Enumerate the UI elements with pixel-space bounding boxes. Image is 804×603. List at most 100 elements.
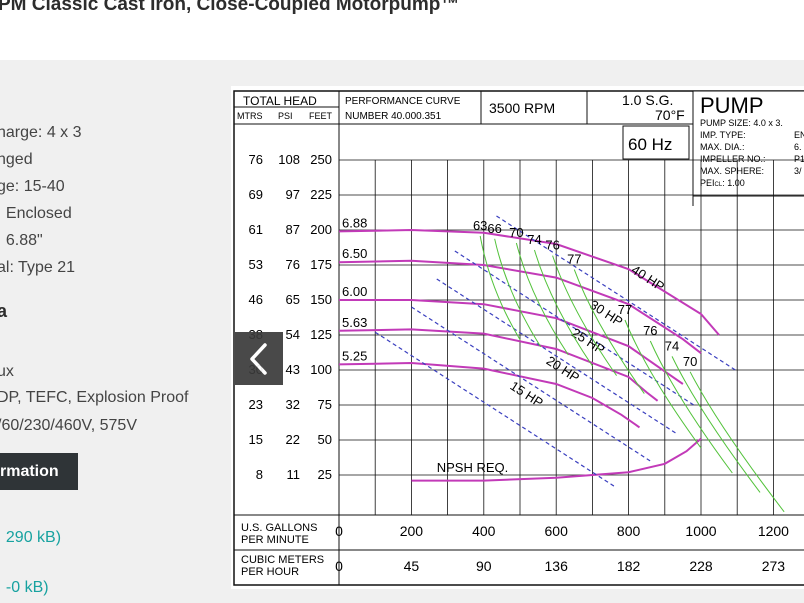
y-tick-psi: 32 — [286, 397, 300, 412]
efficiency-label: 77 — [618, 302, 632, 317]
x-tick-m3h: 90 — [476, 558, 492, 574]
product-title: PM Classic Cast Iron, Close-Coupled Moto… — [0, 0, 460, 15]
pump-label: PUMP — [700, 93, 764, 118]
x-tick-gpm: 400 — [472, 523, 496, 539]
spec-discharge: harge: 4 x 3 — [0, 124, 82, 141]
y-tick-mtrs: 8 — [256, 467, 263, 482]
hp-line — [411, 306, 651, 462]
y-tick-feet: 25 — [318, 467, 332, 482]
impeller-diameter-label: 6.50 — [342, 246, 367, 261]
x-label-m3h-2: PER HOUR — [241, 566, 299, 578]
download-link-2[interactable]: , -0 kB) — [0, 579, 49, 596]
y-tick-feet: 50 — [318, 432, 332, 447]
chart-labels: 63 66 70 74 76 77 77 76 74 70 — [473, 218, 697, 369]
hp-line — [436, 278, 676, 434]
spec-hp-range: ge: 15-40 — [0, 178, 65, 195]
performance-curve-label: PERFORMANCE CURVE — [345, 96, 461, 107]
y-tick-mtrs: 61 — [249, 222, 263, 237]
motor-line-1: ux — [0, 363, 14, 380]
y-tick-psi: 108 — [278, 152, 300, 167]
pei-text: PEI — [700, 178, 715, 188]
x-label-gpm-1: U.S. GALLONS — [241, 522, 317, 534]
total-head-label: TOTAL HEAD — [243, 94, 317, 108]
x-tick-m3h: 136 — [545, 558, 569, 574]
impeller-no-label: IMPELLER NO.: — [700, 154, 766, 164]
y-tick-psi: 65 — [286, 292, 300, 307]
max-sphere-label: MAX. SPHERE: — [700, 166, 764, 176]
x-axis-ticks: 0 0 200 45 400 90 600 136 800 182 1000 228 1200 273 — [335, 523, 789, 574]
spec-seal: al: Type 21 — [0, 259, 75, 276]
spec-diameter: : 6.88" — [0, 232, 43, 249]
impeller-diameter-label: 5.63 — [342, 315, 367, 330]
download-link-1[interactable]: , 290 kB) — [0, 529, 62, 546]
max-sphere-value: 3/ — [794, 166, 802, 176]
temperature-label: 70°F — [655, 107, 685, 123]
x-label-m3h-1: CUBIC METERS — [241, 554, 324, 566]
hp-line — [454, 250, 695, 406]
y-tick-feet: 75 — [318, 397, 332, 412]
psi-label: PSI — [278, 111, 293, 121]
x-tick-gpm: 1200 — [758, 523, 789, 539]
impeller-diameter-label: 6.88 — [342, 215, 367, 230]
efficiency-label: 66 — [487, 221, 501, 236]
hp-line — [374, 331, 615, 487]
y-axis-ticks: 250 108 76 225 97 69 200 87 61 175 76 53 150 65 46 125 5… — [249, 152, 332, 482]
x-tick-m3h: 273 — [762, 558, 786, 574]
impeller-diameter-label: 6.00 — [342, 284, 367, 299]
feet-label: FEET — [309, 111, 333, 121]
efficiency-curve — [624, 319, 702, 449]
hz-box — [622, 125, 690, 160]
performance-curve-image: TOTAL HEAD MTRS PSI FEET PERFORMANCE CUR… — [231, 86, 804, 589]
efficiency-curve — [479, 235, 521, 341]
y-tick-mtrs: 23 — [249, 397, 263, 412]
sg-label: 1.0 S.G. — [622, 92, 673, 108]
y-tick-psi: 22 — [286, 432, 300, 447]
x-tick-gpm: 0 — [335, 523, 343, 539]
y-tick-psi: 97 — [286, 187, 300, 202]
y-tick-mtrs: 69 — [249, 187, 263, 202]
x-tick-gpm: 800 — [617, 523, 641, 539]
y-tick-feet: 100 — [310, 362, 332, 377]
x-tick-gpm: 200 — [400, 523, 424, 539]
imp-type-value: EN — [794, 130, 804, 140]
impeller-no-value: P1 — [794, 154, 804, 164]
motor-section-heading: a — [0, 301, 8, 321]
efficiency-label: 63 — [473, 218, 487, 233]
y-tick-feet: 150 — [310, 292, 332, 307]
x-label-gpm-2: PER MINUTE — [241, 534, 309, 546]
efficiency-label: 74 — [527, 232, 541, 247]
max-dia-value: 6. — [794, 142, 802, 152]
efficiency-label: 77 — [567, 252, 581, 267]
previous-image-button[interactable] — [235, 332, 283, 385]
y-tick-psi: 43 — [286, 362, 300, 377]
efficiency-curve — [552, 255, 617, 376]
impeller-curve — [339, 299, 684, 385]
y-tick-feet: 175 — [310, 257, 332, 272]
efficiency-curve — [649, 340, 733, 474]
y-tick-feet: 125 — [310, 327, 332, 342]
npsh-curve — [411, 437, 702, 482]
impeller-curve — [338, 259, 702, 354]
pei-value: : 1.00 — [722, 178, 745, 188]
y-tick-mtrs: 53 — [249, 257, 263, 272]
y-tick-mtrs: 46 — [249, 292, 263, 307]
efficiency-curve — [494, 238, 542, 348]
pei-label: PEICL: 1.00 — [700, 178, 745, 188]
rpm-label: 3500 RPM — [489, 100, 555, 116]
y-tick-feet: 200 — [310, 222, 332, 237]
y-tick-feet: 225 — [310, 187, 332, 202]
pei-subscript: CL — [715, 182, 723, 188]
x-tick-gpm: 600 — [545, 523, 569, 539]
efficiency-curve — [671, 356, 761, 493]
more-information-button[interactable]: rmation — [0, 453, 78, 490]
motor-line-3: /60/230/460V, 575V — [0, 417, 137, 434]
x-tick-m3h: 182 — [617, 558, 641, 574]
pump-info-box — [692, 90, 804, 197]
efficiency-curves — [479, 235, 785, 513]
impeller-curve — [338, 361, 641, 429]
y-tick-psi: 87 — [286, 222, 300, 237]
x-tick-m3h: 45 — [404, 558, 420, 574]
max-dia-label: MAX. DIA.: — [700, 142, 745, 152]
y-tick-psi: 11 — [287, 467, 301, 482]
spec-impeller: : Enclosed — [0, 205, 72, 222]
